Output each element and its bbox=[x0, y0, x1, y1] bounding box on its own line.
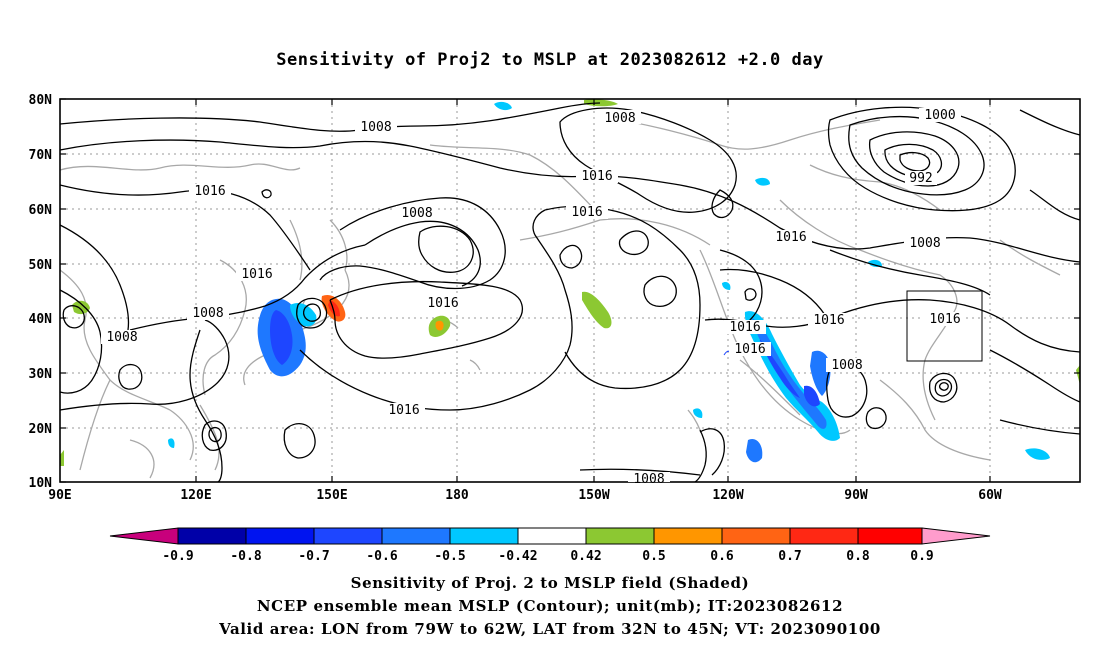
colorbar-tick: 0.5 bbox=[642, 549, 665, 564]
contour-label: 1016 bbox=[422, 296, 464, 311]
svg-text:1016: 1016 bbox=[388, 403, 419, 418]
colorbar-cell bbox=[381, 527, 451, 545]
svg-text:1016: 1016 bbox=[929, 312, 960, 327]
contour-label: 1000 bbox=[919, 108, 961, 123]
lon-label: 150W bbox=[578, 488, 609, 503]
colorbar-cell bbox=[653, 527, 723, 545]
lat-label: 80N bbox=[29, 93, 53, 108]
colorbar-cell bbox=[721, 527, 791, 545]
lon-label: 90W bbox=[844, 488, 868, 503]
svg-text:1008: 1008 bbox=[106, 330, 137, 345]
lon-label: 150E bbox=[316, 488, 347, 503]
svg-text:1016: 1016 bbox=[581, 169, 612, 184]
tick-marks bbox=[60, 98, 1080, 483]
lat-label: 40N bbox=[29, 312, 53, 327]
svg-text:1008: 1008 bbox=[604, 111, 635, 126]
contour-label: 1008 bbox=[396, 206, 438, 221]
colorbar-tick: -0.5 bbox=[434, 549, 465, 564]
svg-text:992: 992 bbox=[909, 171, 932, 186]
colorbar-tick: 0.6 bbox=[710, 549, 734, 564]
colorbar-tick: 0.9 bbox=[910, 549, 933, 564]
valid-area-box bbox=[906, 290, 983, 362]
colorbar-cell bbox=[857, 527, 923, 545]
colorbar-cell bbox=[245, 527, 315, 545]
colorbar-cell bbox=[517, 527, 587, 545]
contour-labels: 1008 1008 1016 1016 1000 992 1016 1008 1… bbox=[101, 108, 966, 487]
contour-label: 1016 bbox=[383, 403, 425, 418]
contour-label: 1016 bbox=[576, 169, 618, 184]
lat-label: 30N bbox=[29, 367, 53, 382]
lat-label: 60N bbox=[29, 203, 53, 218]
caption-line-2: NCEP ensemble mean MSLP (Contour); unit(… bbox=[256, 597, 844, 615]
svg-text:1008: 1008 bbox=[909, 236, 940, 251]
contour-label: 1008 bbox=[628, 472, 670, 487]
colorbar bbox=[109, 527, 991, 545]
contour-label: 1008 bbox=[101, 330, 143, 345]
colorbar-tick: -0.8 bbox=[230, 549, 261, 564]
lon-label: 180 bbox=[445, 488, 469, 503]
contour-label: 1008 bbox=[187, 306, 229, 321]
contour-label: 1016 bbox=[189, 184, 231, 199]
colorbar-cell bbox=[313, 527, 383, 545]
contour-label: 1016 bbox=[770, 230, 812, 245]
contour-label: 1016 bbox=[724, 320, 766, 335]
latitude-labels: 80N 70N 60N 50N 40N 30N 20N 10N bbox=[29, 93, 53, 491]
coastlines bbox=[59, 119, 1061, 479]
colorbar-tick: 0.8 bbox=[846, 549, 870, 564]
colorbar-tick: -0.7 bbox=[298, 549, 329, 564]
contour-label: 1016 bbox=[924, 312, 966, 327]
lat-label: 50N bbox=[29, 258, 53, 273]
contour-label: 992 bbox=[905, 171, 937, 186]
lon-label: 90E bbox=[48, 488, 71, 503]
lon-label: 60W bbox=[978, 488, 1002, 503]
contour-label: 1016 bbox=[808, 313, 850, 328]
lon-label: 120E bbox=[180, 488, 211, 503]
lat-label: 20N bbox=[29, 422, 53, 437]
colorbar-under-triangle bbox=[109, 527, 179, 545]
svg-text:1008: 1008 bbox=[401, 206, 432, 221]
colorbar-tick: 0.7 bbox=[778, 549, 801, 564]
svg-text:1016: 1016 bbox=[194, 184, 225, 199]
contour-label: 1016 bbox=[566, 205, 608, 220]
svg-text:1016: 1016 bbox=[571, 205, 602, 220]
contour-label: 1008 bbox=[904, 236, 946, 251]
svg-text:1016: 1016 bbox=[734, 342, 765, 357]
colorbar-cell bbox=[449, 527, 519, 545]
contour-label: 1008 bbox=[599, 110, 641, 126]
svg-text:1016: 1016 bbox=[241, 267, 272, 282]
svg-text:1016: 1016 bbox=[775, 230, 806, 245]
colorbar-cell bbox=[177, 527, 247, 545]
colorbar-over-triangle bbox=[921, 527, 991, 545]
lat-label: 70N bbox=[29, 148, 53, 163]
svg-text:1008: 1008 bbox=[633, 472, 664, 487]
lat-label: 10N bbox=[29, 476, 53, 491]
colorbar-tick: 0.42 bbox=[570, 549, 601, 564]
plot-frame bbox=[59, 98, 1081, 483]
svg-text:1008: 1008 bbox=[831, 358, 862, 373]
svg-text:1008: 1008 bbox=[360, 120, 391, 135]
contour-label: 1008 bbox=[355, 119, 397, 135]
colorbar-tick: -0.42 bbox=[498, 549, 537, 564]
lon-label: 120W bbox=[712, 488, 743, 503]
colorbar-ticks: -0.9 -0.8 -0.7 -0.6 -0.5 -0.42 0.42 0.5 … bbox=[162, 549, 933, 564]
svg-text:1016: 1016 bbox=[729, 320, 760, 335]
contour-label: 1016 bbox=[236, 267, 278, 282]
colorbar-cell bbox=[585, 527, 655, 545]
caption-line-1: Sensitivity of Proj. 2 to MSLP field (Sh… bbox=[350, 574, 750, 592]
longitude-labels: 90E 120E 150E 180 150W 120W 90W 60W bbox=[48, 488, 1002, 503]
svg-text:1016: 1016 bbox=[813, 313, 844, 328]
svg-text:1016: 1016 bbox=[427, 296, 458, 311]
contour-label: 1016 bbox=[729, 342, 771, 357]
colorbar-tick: -0.6 bbox=[366, 549, 397, 564]
contour-label: 1008 bbox=[826, 358, 868, 373]
colorbar-tick: -0.9 bbox=[162, 549, 193, 564]
caption-line-3: Valid area: LON from 79W to 62W, LAT fro… bbox=[219, 620, 881, 638]
colorbar-cell bbox=[789, 527, 859, 545]
svg-text:1008: 1008 bbox=[192, 306, 223, 321]
plot-title: Sensitivity of Proj2 to MSLP at 20230826… bbox=[276, 50, 824, 70]
svg-text:1000: 1000 bbox=[924, 108, 955, 123]
